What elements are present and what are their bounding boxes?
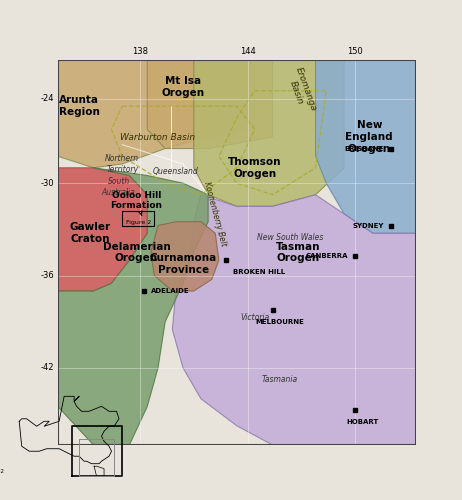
- Text: Arunta
Region: Arunta Region: [59, 96, 100, 117]
- Polygon shape: [194, 60, 344, 206]
- Text: Koonenberry Belt: Koonenberry Belt: [202, 181, 228, 247]
- Text: 144: 144: [240, 47, 255, 56]
- Polygon shape: [58, 168, 147, 291]
- Text: Eromanga
Basin: Eromanga Basin: [284, 66, 318, 116]
- Text: Figure 2: Figure 2: [126, 220, 151, 224]
- Text: BROKEN HILL: BROKEN HILL: [233, 269, 286, 275]
- Text: -30: -30: [41, 178, 54, 188]
- Text: South
Australia: South Australia: [102, 178, 135, 197]
- Text: Northern
Territory: Northern Territory: [105, 154, 139, 174]
- Text: HOBART: HOBART: [346, 419, 378, 425]
- Polygon shape: [316, 60, 416, 233]
- Text: New South Wales: New South Wales: [257, 232, 324, 241]
- Polygon shape: [147, 60, 273, 148]
- Text: -36: -36: [40, 271, 54, 280]
- Text: Queensland: Queensland: [153, 167, 199, 176]
- Text: -42: -42: [0, 468, 4, 473]
- Text: BRISBANE: BRISBANE: [344, 146, 383, 152]
- Text: 138: 138: [132, 47, 148, 56]
- Text: 150: 150: [347, 47, 363, 56]
- Text: CANBERRA: CANBERRA: [305, 254, 348, 260]
- Text: Delamerian
Orogen: Delamerian Orogen: [103, 242, 170, 264]
- Text: Gawler
Craton: Gawler Craton: [69, 222, 110, 244]
- Polygon shape: [58, 168, 208, 445]
- Text: Mt Isa
Orogen: Mt Isa Orogen: [162, 76, 205, 98]
- Text: -42: -42: [41, 364, 54, 372]
- Polygon shape: [151, 222, 219, 291]
- Text: Ooloo Hill
Formation: Ooloo Hill Formation: [110, 191, 163, 216]
- Polygon shape: [58, 60, 255, 168]
- Text: ADELAIDE: ADELAIDE: [151, 288, 189, 294]
- Text: Curnamona
Province: Curnamona Province: [149, 253, 217, 275]
- Bar: [122, 211, 154, 226]
- Text: Tasmania: Tasmania: [261, 375, 298, 384]
- Text: Victoria: Victoria: [240, 314, 269, 322]
- Text: Tasman
Orogen: Tasman Orogen: [275, 242, 320, 264]
- Text: -24: -24: [41, 94, 54, 103]
- Polygon shape: [172, 194, 416, 445]
- Text: Thomson
Orogen: Thomson Orogen: [228, 157, 281, 178]
- Text: Warburton Basin: Warburton Basin: [121, 132, 195, 141]
- Text: New
England
Orogen: New England Orogen: [346, 120, 393, 154]
- Text: SYDNEY: SYDNEY: [352, 222, 383, 228]
- Text: MELBOURNE: MELBOURNE: [255, 319, 304, 325]
